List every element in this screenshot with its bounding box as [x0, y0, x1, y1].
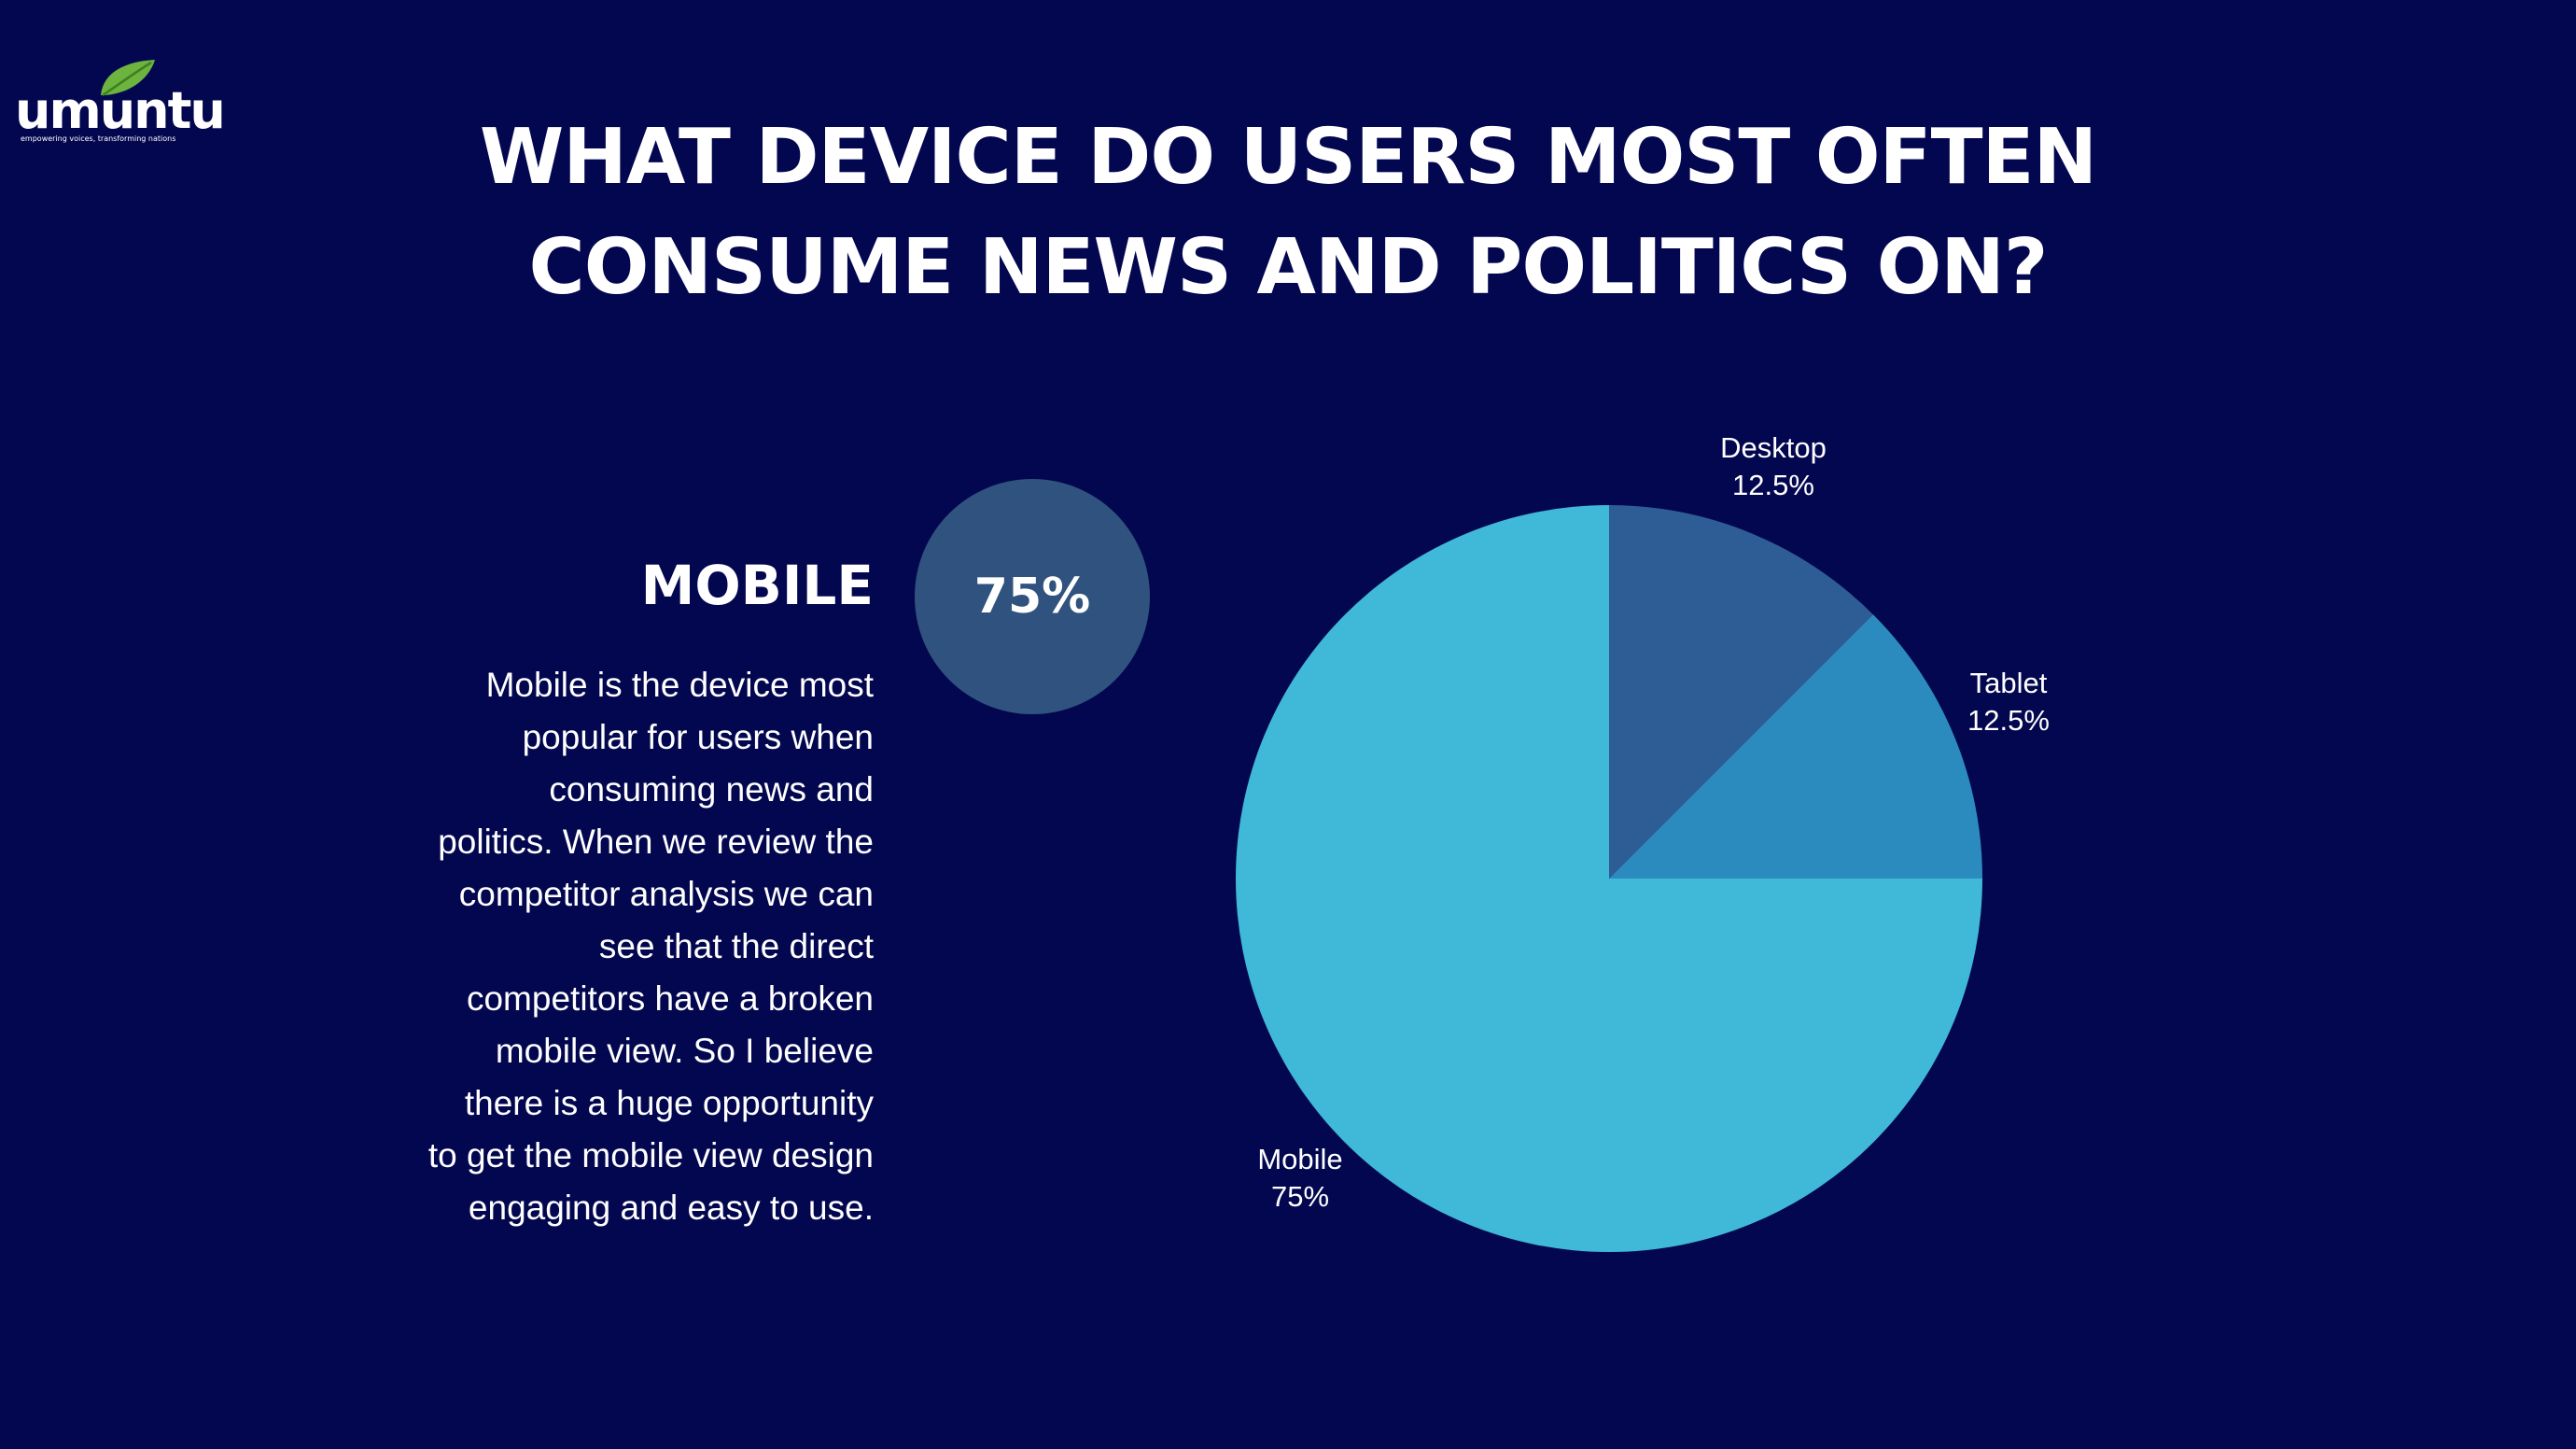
pie-slice-desktop — [1609, 505, 1873, 879]
slide-title: WHAT DEVICE DO USERS MOST OFTEN CONSUME … — [355, 103, 2221, 323]
leaf-icon — [101, 60, 155, 97]
title-line-2: CONSUME NEWS AND POLITICS ON? — [528, 223, 2049, 312]
slice-value-mobile: 75% — [1271, 1180, 1329, 1213]
slice-value-tablet: 12.5% — [1967, 704, 2050, 737]
logo-tagline: empowering voices, transforming nations — [21, 134, 176, 143]
description-line: consuming news and — [549, 770, 874, 809]
percentage-badge: 75% — [915, 479, 1150, 714]
slice-label-tablet: Tablet — [1970, 667, 2048, 699]
description-line: politics. When we review the — [438, 823, 874, 861]
description-line: there is a huge opportunity — [464, 1084, 874, 1122]
logo-wordmark: umuntu — [15, 81, 226, 140]
highlight-label: MOBILE — [640, 554, 874, 617]
slice-label-mobile: Mobile — [1257, 1143, 1342, 1175]
slice-label-desktop: Desktop — [1720, 431, 1827, 464]
umuntu-logo: umuntu empowering voices, transforming n… — [15, 58, 226, 151]
description-line: competitor analysis we can — [458, 875, 874, 913]
pie-slice-mobile — [1236, 505, 1982, 1252]
description-line: mobile view. So I believe — [495, 1032, 874, 1070]
description-line: to get the mobile view design — [427, 1136, 874, 1175]
badge-value: 75% — [973, 569, 1091, 625]
description-line: Mobile is the device most — [485, 666, 874, 704]
pie-slice-tablet — [1609, 614, 1982, 879]
description-line: see that the direct — [598, 927, 874, 965]
slice-value-desktop: 12.5% — [1732, 469, 1814, 501]
title-line-1: WHAT DEVICE DO USERS MOST OFTEN — [479, 113, 2097, 202]
description-text: Mobile is the device most popular for us… — [392, 659, 874, 1234]
description-line: popular for users when — [522, 718, 874, 756]
description-line: engaging and easy to use. — [468, 1189, 874, 1227]
description-line: competitors have a broken — [466, 979, 874, 1018]
